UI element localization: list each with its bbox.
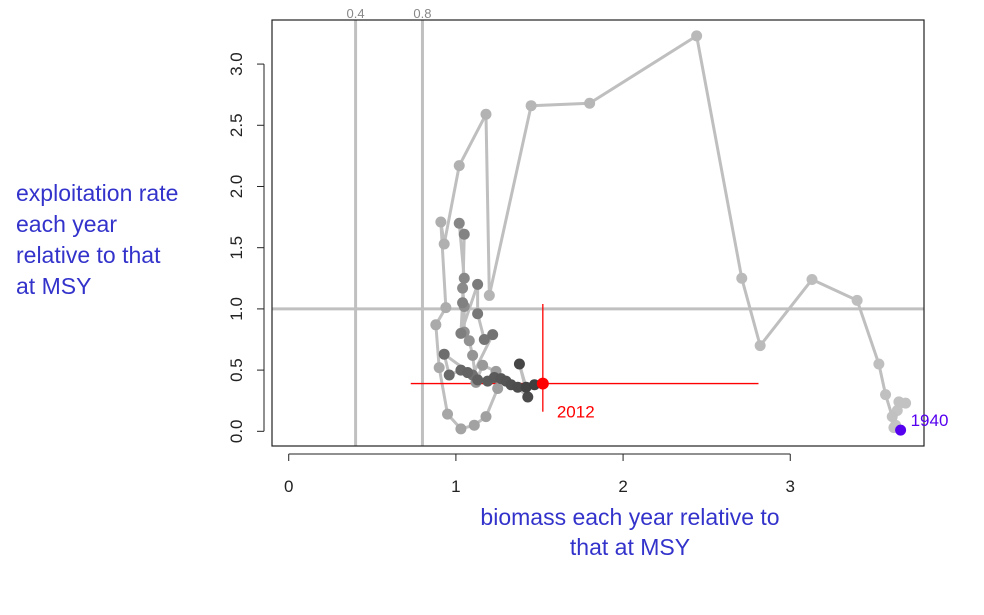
year-point xyxy=(435,216,447,228)
year-point xyxy=(487,329,499,341)
trajectory-segment xyxy=(442,164,461,246)
year-point xyxy=(457,297,469,309)
x-tick-label: 2 xyxy=(618,477,627,496)
year-point xyxy=(430,319,442,331)
y-axis-label-line-3: relative to that xyxy=(16,242,161,268)
trajectory-segment xyxy=(437,366,450,416)
year-point xyxy=(886,411,898,423)
reference-line-label-0: 0.4 xyxy=(347,6,365,21)
year-point xyxy=(880,389,892,401)
year-point xyxy=(468,419,480,431)
year-point xyxy=(893,396,905,408)
year-points-layer xyxy=(430,30,912,436)
y-axis-label: exploitation rate each year relative to … xyxy=(16,178,216,302)
year-point xyxy=(512,381,524,393)
trajectory-segment xyxy=(459,282,480,335)
y-tick-label: 2.5 xyxy=(227,113,246,137)
x-tick-label: 1 xyxy=(451,477,460,496)
year-point xyxy=(438,238,450,250)
trajectory-segment xyxy=(487,104,533,297)
y-axis-label-line-1: exploitation rate xyxy=(16,180,179,206)
trajectory-segment xyxy=(588,34,699,105)
year-point xyxy=(443,369,455,381)
trajectory-segment xyxy=(695,34,744,280)
trajectory-segment xyxy=(529,101,592,108)
trajectory-segment xyxy=(439,220,448,310)
y-axis-label-line-4: at MSY xyxy=(16,273,92,299)
year-point xyxy=(458,272,470,284)
trajectory-segment xyxy=(434,323,441,370)
year-point xyxy=(754,340,766,352)
trajectory-segment xyxy=(484,112,491,297)
year-point xyxy=(492,382,504,394)
year-point xyxy=(520,381,532,393)
year-point xyxy=(522,391,534,403)
x-axis-label-line-1: biomass each year relative to xyxy=(480,504,780,530)
year-point xyxy=(455,423,467,435)
last-year-point xyxy=(536,377,549,390)
trajectory-segment xyxy=(810,278,859,302)
trajectory-segment xyxy=(758,278,814,348)
x-axis: 0 1 2 3 xyxy=(284,453,795,496)
year-point xyxy=(472,308,484,320)
y-tick-label: 1.0 xyxy=(227,297,246,321)
trajectory-segment xyxy=(740,276,762,348)
reference-line-label-1: 0.8 xyxy=(413,6,431,21)
year-point xyxy=(472,374,484,386)
first-year-point xyxy=(895,424,907,436)
year-point xyxy=(455,327,467,339)
year-point xyxy=(458,228,470,240)
y-axis: 0.0 0.5 1.0 1.5 2.0 2.5 3.0 xyxy=(227,52,265,443)
year-point xyxy=(472,278,484,290)
year-point xyxy=(806,274,818,286)
year-point xyxy=(453,217,465,229)
year-point xyxy=(480,411,492,423)
year-point xyxy=(463,335,475,347)
trajectory-segment xyxy=(457,112,488,168)
year-point xyxy=(442,408,454,420)
year-point xyxy=(438,348,450,360)
year-point xyxy=(440,302,452,314)
year-point xyxy=(736,272,748,284)
year-point xyxy=(462,367,474,379)
year-point xyxy=(457,282,469,294)
reference-lines: 0.4 0.8 xyxy=(272,6,924,446)
year-point xyxy=(467,349,479,361)
year-point xyxy=(851,294,863,306)
year-point xyxy=(453,160,465,172)
last-year-label: 2012 xyxy=(557,403,595,422)
year-point xyxy=(480,108,492,120)
y-tick-label: 3.0 xyxy=(227,52,246,76)
x-tick-label: 0 xyxy=(284,477,293,496)
year-point xyxy=(433,362,445,374)
year-point xyxy=(691,30,703,42)
y-tick-label: 2.0 xyxy=(227,175,246,199)
year-annotations: 1940 2012 xyxy=(557,403,949,431)
y-tick-label: 1.5 xyxy=(227,236,246,260)
first-year-label: 1940 xyxy=(911,411,949,430)
year-point xyxy=(525,100,537,112)
year-point xyxy=(584,97,596,109)
year-point xyxy=(513,358,525,370)
x-axis-label-line-2: that at MSY xyxy=(569,534,691,560)
plot-frame xyxy=(271,19,925,447)
x-tick-label: 3 xyxy=(786,477,795,496)
year-point xyxy=(873,358,885,370)
confidence-intervals xyxy=(410,304,759,412)
year-point xyxy=(478,334,490,345)
year-point xyxy=(477,359,489,371)
y-tick-label: 0.5 xyxy=(227,358,246,382)
year-point xyxy=(483,289,495,301)
x-axis-label: biomass each year relative to that at MS… xyxy=(440,502,820,562)
y-tick-label: 0.0 xyxy=(227,419,246,443)
trajectory-segment xyxy=(855,298,881,366)
y-axis-label-line-2: each year xyxy=(16,211,118,237)
trajectory-layer xyxy=(434,34,908,432)
